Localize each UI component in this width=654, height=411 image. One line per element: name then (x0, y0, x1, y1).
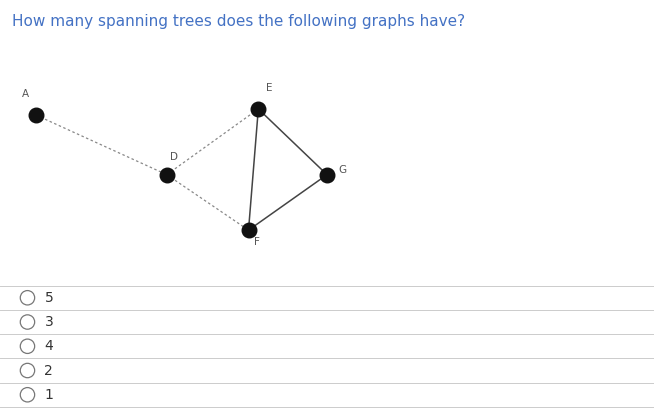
Text: F: F (254, 238, 260, 247)
Point (322, 171, 332, 178)
Text: 4: 4 (44, 339, 53, 353)
Text: 2: 2 (44, 363, 53, 378)
Text: G: G (339, 165, 347, 175)
Text: D: D (170, 152, 178, 162)
Point (253, 106, 264, 112)
Text: A: A (22, 89, 29, 99)
Point (162, 171, 172, 178)
Text: 5: 5 (44, 291, 53, 305)
Text: 1: 1 (44, 388, 54, 402)
Text: E: E (266, 83, 273, 93)
Point (243, 227, 254, 233)
Text: 3: 3 (44, 315, 53, 329)
Text: How many spanning trees does the following graphs have?: How many spanning trees does the followi… (12, 14, 465, 29)
Point (31, 112, 41, 118)
